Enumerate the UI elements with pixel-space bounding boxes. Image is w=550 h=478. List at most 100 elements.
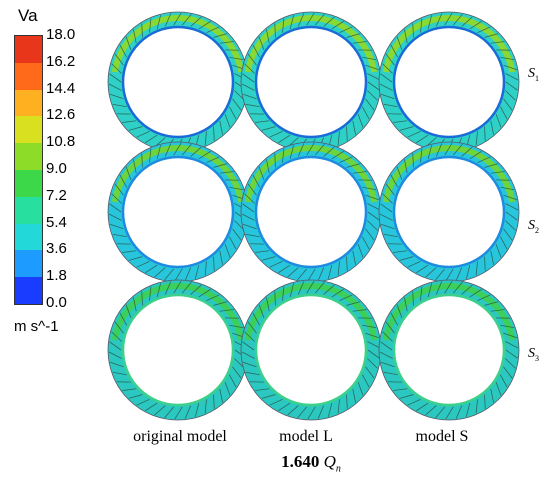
impeller-ring <box>107 141 249 283</box>
blade-line <box>108 83 122 91</box>
blade-line <box>399 256 414 261</box>
blade-line <box>306 280 315 294</box>
blade-line <box>435 281 443 295</box>
blade-line <box>346 163 361 168</box>
blade-line <box>244 331 255 342</box>
blade-line <box>452 282 463 294</box>
blade-line <box>455 405 463 419</box>
blade-line <box>242 93 257 100</box>
blade-line <box>505 211 518 221</box>
blade-line <box>352 388 356 403</box>
ring-inner-edge <box>392 155 506 269</box>
blade-line <box>219 250 223 265</box>
blade-line <box>505 220 516 231</box>
blade-line <box>435 143 443 157</box>
blade-line <box>274 153 276 168</box>
blade-line <box>357 381 364 396</box>
blade-line <box>435 406 446 418</box>
blade-line <box>136 130 150 138</box>
caption-sub: n <box>335 463 341 475</box>
blade-line <box>469 150 482 160</box>
blade-line <box>244 63 255 74</box>
blade-line <box>108 213 122 221</box>
blade-line <box>111 331 122 342</box>
blade-line <box>484 33 499 38</box>
blade-line <box>204 399 207 414</box>
blade-line <box>307 406 316 420</box>
blade-line <box>365 64 380 71</box>
ring-outline <box>378 279 520 421</box>
blade-line <box>252 174 260 188</box>
blade-line <box>164 143 172 157</box>
blade-line <box>380 93 395 100</box>
blade-line <box>289 145 295 160</box>
blade-line <box>184 405 192 419</box>
blade-line <box>241 351 255 359</box>
blade-line <box>287 405 299 416</box>
blade-line <box>323 146 335 157</box>
colorbar-tick-label: 18.0 <box>46 26 76 43</box>
blade-line <box>503 194 518 201</box>
blade-line <box>339 26 353 34</box>
ring-inner-edge <box>121 25 235 139</box>
blade-line <box>465 264 471 279</box>
colorbar-band <box>15 250 42 278</box>
section-sub: 3 <box>535 353 539 363</box>
blade-line <box>339 294 353 302</box>
blade-line <box>469 20 482 30</box>
section-label: S2 <box>528 218 539 235</box>
colorbar-tick-label: 12.6 <box>46 106 76 124</box>
section-sub: 1 <box>535 73 539 83</box>
blade-line <box>352 250 356 265</box>
blade-line <box>198 150 211 160</box>
blade-line <box>484 163 499 168</box>
blade-line <box>465 402 471 417</box>
blade-line <box>258 304 265 319</box>
blade-line <box>109 341 122 351</box>
blade-line <box>128 256 143 261</box>
blade-line <box>352 171 367 174</box>
blade-line <box>495 243 502 258</box>
colorbar-band <box>15 116 42 144</box>
blade-line <box>232 228 242 241</box>
blade-line <box>255 120 270 123</box>
blade-line <box>156 145 162 160</box>
blade-line <box>380 361 395 368</box>
blade-line <box>390 174 398 188</box>
blade-line <box>224 113 231 128</box>
colorbar-tick-label: 9.0 <box>46 160 67 177</box>
blade-line <box>503 64 518 71</box>
blade-line <box>490 41 505 44</box>
blade-line <box>229 186 244 191</box>
blade-line <box>407 398 421 406</box>
blade-line <box>367 358 378 369</box>
impeller-ring <box>107 279 249 421</box>
blade-line <box>412 23 414 38</box>
colorbar-tick-label: 14.4 <box>46 79 76 97</box>
blade-line <box>382 63 393 74</box>
blade-line <box>184 267 192 281</box>
blade-line <box>427 283 433 298</box>
blade-line <box>495 113 502 128</box>
blade-line <box>365 228 375 241</box>
blade-line <box>190 146 202 157</box>
blade-line <box>503 366 513 379</box>
blade-line <box>490 120 494 135</box>
blade-line <box>136 398 150 406</box>
blade-line <box>242 73 255 83</box>
blade-line <box>247 183 257 196</box>
blade-line <box>367 349 380 359</box>
blade-line <box>367 81 380 91</box>
blade-line <box>385 321 395 334</box>
blade-line <box>247 321 257 334</box>
colorbar-band <box>15 170 42 197</box>
blade-line <box>261 256 276 261</box>
blade-line <box>245 103 260 108</box>
blade-line <box>229 106 237 120</box>
blade-line <box>420 148 423 163</box>
blade-line <box>109 73 122 83</box>
blade-line <box>114 53 124 66</box>
blade-line <box>382 331 393 342</box>
blade-line <box>393 120 408 123</box>
